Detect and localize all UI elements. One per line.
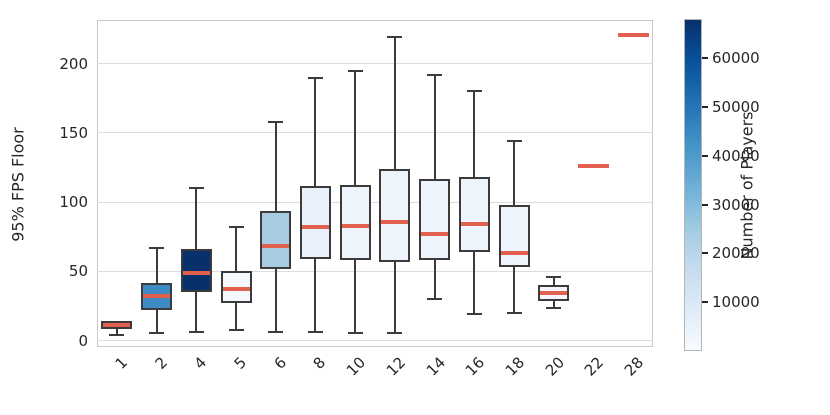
colorbar-tick-label: 60000 [712, 49, 760, 68]
median-line [460, 221, 488, 226]
whisker-cap-top [228, 226, 244, 229]
colorbar-tick [702, 57, 708, 60]
median-line [577, 164, 609, 169]
colorbar-tick [702, 252, 708, 255]
median-line [381, 219, 409, 224]
y-tick-label: 50 [68, 262, 88, 281]
colorbar-tick-label: 40000 [712, 146, 760, 165]
box-rect [498, 204, 530, 268]
y-gridline [97, 270, 653, 272]
colorbar-tick [702, 301, 708, 304]
colorbar-label: Number of Players [737, 111, 757, 260]
whisker-cap-top [387, 36, 403, 39]
y-gridline [97, 63, 653, 65]
whisker-cap-bottom [307, 330, 323, 333]
median-line [143, 294, 171, 299]
whisker-cap-bottom [506, 312, 522, 315]
colorbar-tick-label: 20000 [712, 244, 760, 263]
whisker-cap-bottom [347, 332, 363, 335]
median-line [182, 270, 210, 275]
whisker-cap-bottom [228, 328, 244, 331]
whisker-cap-bottom [387, 332, 403, 335]
colorbar-tick-label: 10000 [712, 293, 760, 312]
box-rect [260, 210, 292, 269]
y-axis-label: 95% FPS Floor [8, 127, 28, 242]
colorbar-tick [702, 105, 708, 108]
box-rect [339, 184, 371, 261]
y-tick-label: 100 [59, 193, 88, 212]
colorbar-tick-label: 50000 [712, 97, 760, 116]
box-rect [458, 177, 490, 253]
whisker-cap-top [149, 246, 165, 249]
whisker-cap-bottom [109, 334, 125, 337]
box-rect [180, 249, 212, 293]
median-line [262, 243, 290, 248]
box-rect [419, 178, 451, 260]
box-rect [220, 271, 252, 304]
median-line [617, 33, 649, 38]
y-gridline [97, 132, 653, 134]
y-tick-label: 150 [59, 123, 88, 142]
y-tick-label: 200 [59, 54, 88, 73]
plot-area [97, 20, 653, 347]
colorbar-tick-label: 30000 [712, 195, 760, 214]
y-tick-label: 0 [78, 331, 88, 350]
median-line [421, 232, 449, 237]
median-line [500, 251, 528, 256]
whisker-cap-bottom [546, 307, 562, 310]
whisker-cap-bottom [188, 331, 204, 334]
box-rect [379, 168, 411, 262]
whisker-cap-top [546, 276, 562, 279]
median-line [301, 225, 329, 230]
whisker-cap-bottom [149, 332, 165, 335]
whisker-cap-top [466, 90, 482, 93]
median-line [540, 290, 568, 295]
whisker-cap-bottom [466, 312, 482, 315]
whisker-cap-top [347, 69, 363, 72]
colorbar-gradient [684, 19, 702, 351]
box-rect [299, 186, 331, 259]
median-line [103, 322, 131, 327]
colorbar-tick [702, 203, 708, 206]
whisker-cap-top [307, 76, 323, 79]
whisker-cap-bottom [427, 298, 443, 301]
colorbar-tick [702, 154, 708, 157]
y-gridline [97, 201, 653, 203]
whisker-cap-top [188, 187, 204, 190]
median-line [222, 287, 250, 292]
y-gridline [97, 340, 653, 342]
whisker-cap-top [268, 120, 284, 123]
median-line [341, 223, 369, 228]
whisker-cap-top [427, 73, 443, 76]
whisker-cap-top [506, 140, 522, 143]
whisker-cap-bottom [268, 330, 284, 333]
